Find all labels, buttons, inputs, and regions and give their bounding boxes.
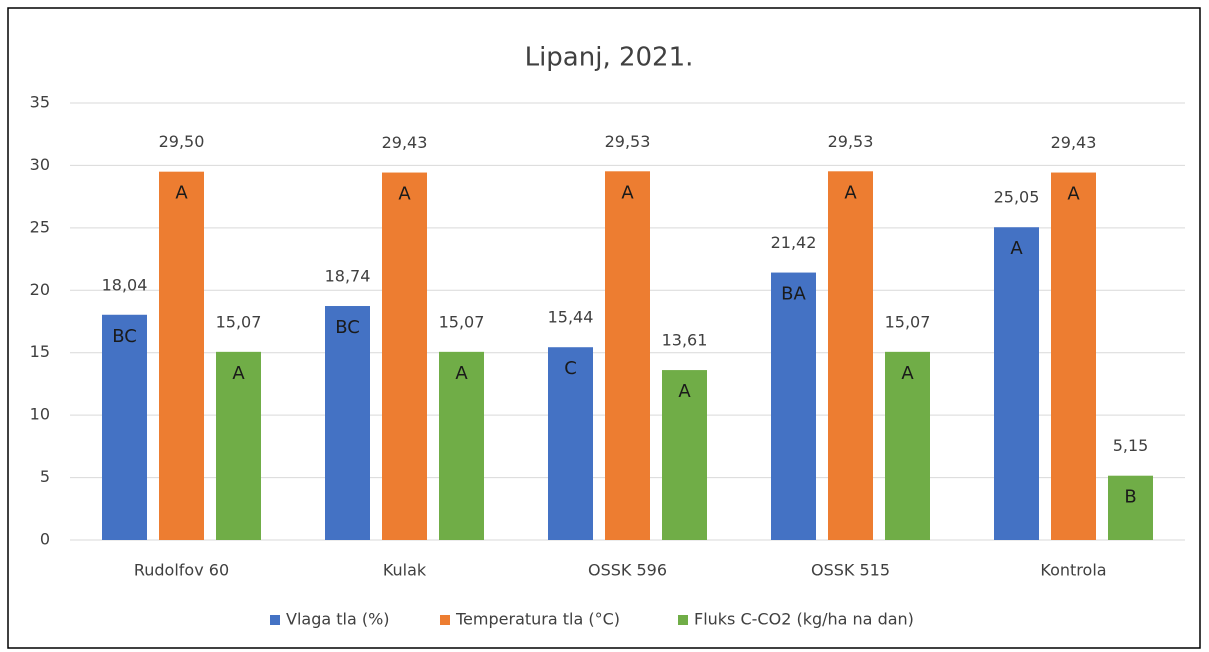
x-tick-label: OSSK 596 bbox=[588, 561, 667, 580]
value-label: 15,44 bbox=[548, 308, 594, 327]
legend-label: Temperatura tla (°C) bbox=[455, 610, 620, 629]
bar-annotation: A bbox=[901, 363, 914, 384]
bar bbox=[216, 351, 261, 540]
x-tick-label: OSSK 515 bbox=[811, 561, 890, 580]
bar bbox=[102, 314, 147, 540]
value-label: 29,50 bbox=[159, 132, 205, 151]
legend-swatch bbox=[440, 615, 450, 625]
bar-annotation: A bbox=[455, 363, 468, 384]
bar bbox=[1108, 475, 1153, 540]
y-tick-label: 20 bbox=[30, 280, 50, 299]
value-label: 29,43 bbox=[1051, 133, 1097, 152]
bar bbox=[439, 351, 484, 540]
y-tick-label: 25 bbox=[30, 217, 50, 236]
bar-annotation: BC bbox=[112, 326, 137, 347]
bar bbox=[771, 272, 816, 540]
bar-annotation: C bbox=[564, 358, 577, 379]
bar bbox=[994, 227, 1039, 541]
value-label: 29,43 bbox=[382, 133, 428, 152]
value-label: 29,53 bbox=[828, 132, 874, 151]
bar-annotation: A bbox=[232, 363, 245, 384]
bar bbox=[885, 351, 930, 540]
y-tick-label: 5 bbox=[40, 467, 50, 486]
bar bbox=[325, 306, 370, 540]
y-tick-label: 0 bbox=[40, 530, 50, 549]
y-tick-label: 10 bbox=[30, 405, 50, 424]
bar bbox=[605, 171, 650, 540]
value-label: 15,07 bbox=[216, 312, 262, 331]
value-label: 5,15 bbox=[1113, 436, 1149, 455]
bar-annotation: BA bbox=[781, 284, 806, 305]
bar-annotation: BC bbox=[335, 317, 360, 338]
bar bbox=[1051, 172, 1096, 541]
bar bbox=[159, 171, 204, 540]
y-tick-label: 35 bbox=[30, 93, 50, 112]
bar bbox=[662, 370, 707, 540]
x-tick-label: Kulak bbox=[383, 561, 427, 580]
chart-title: Lipanj, 2021. bbox=[525, 43, 694, 73]
bar bbox=[382, 172, 427, 541]
bar-annotation: A bbox=[398, 184, 411, 205]
value-label: 18,74 bbox=[325, 267, 371, 286]
value-label: 25,05 bbox=[994, 188, 1040, 207]
legend-label: Vlaga tla (%) bbox=[286, 610, 390, 629]
bar-annotation: A bbox=[1067, 184, 1080, 205]
bar-annotation: B bbox=[1124, 487, 1136, 508]
bar-annotation: A bbox=[844, 182, 857, 203]
bar bbox=[828, 171, 873, 540]
value-label: 29,53 bbox=[605, 132, 651, 151]
bar-annotation: A bbox=[175, 183, 188, 204]
value-label: 21,42 bbox=[771, 233, 817, 252]
value-label: 15,07 bbox=[885, 312, 931, 331]
y-tick-label: 15 bbox=[30, 342, 50, 361]
value-label: 18,04 bbox=[102, 275, 148, 294]
x-tick-label: Kontrola bbox=[1040, 561, 1106, 580]
legend-swatch bbox=[678, 615, 688, 625]
bar-annotation: A bbox=[621, 182, 634, 203]
bar-annotation: A bbox=[678, 381, 691, 402]
legend-label: Fluks C-CO2 (kg/ha na dan) bbox=[694, 610, 914, 629]
value-label: 15,07 bbox=[439, 312, 485, 331]
legend-swatch bbox=[270, 615, 280, 625]
value-label: 13,61 bbox=[662, 331, 708, 350]
y-tick-label: 30 bbox=[30, 155, 50, 174]
x-tick-label: Rudolfov 60 bbox=[134, 561, 229, 580]
bar-annotation: A bbox=[1010, 238, 1023, 259]
bar bbox=[548, 347, 593, 540]
